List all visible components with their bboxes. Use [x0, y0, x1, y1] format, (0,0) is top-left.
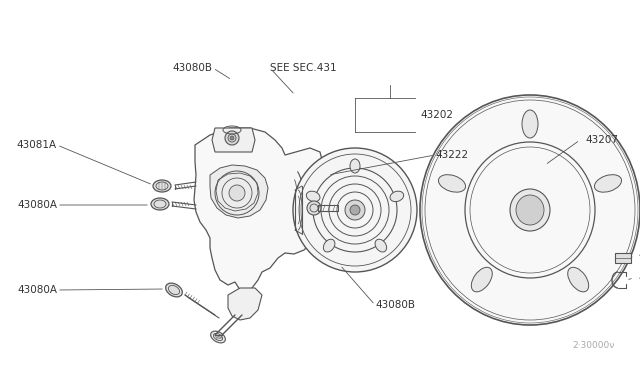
Ellipse shape — [375, 239, 387, 252]
Ellipse shape — [390, 191, 404, 202]
Ellipse shape — [323, 239, 335, 252]
Ellipse shape — [471, 267, 492, 292]
Text: 43202: 43202 — [420, 110, 453, 120]
Ellipse shape — [166, 283, 182, 297]
Circle shape — [350, 205, 360, 215]
Text: 43081A: 43081A — [17, 140, 57, 150]
Text: 43262A: 43262A — [638, 273, 640, 283]
Ellipse shape — [350, 159, 360, 173]
Text: 43080B: 43080B — [375, 300, 415, 310]
Ellipse shape — [438, 175, 465, 192]
Text: SEE SEC.431: SEE SEC.431 — [270, 63, 337, 73]
Ellipse shape — [307, 201, 321, 215]
Circle shape — [225, 131, 239, 145]
Text: 2·30000ν: 2·30000ν — [573, 340, 615, 350]
Circle shape — [230, 136, 234, 140]
Polygon shape — [615, 253, 631, 263]
Polygon shape — [210, 165, 268, 218]
Ellipse shape — [211, 331, 225, 343]
Polygon shape — [228, 288, 262, 320]
Ellipse shape — [595, 175, 621, 192]
Ellipse shape — [420, 95, 640, 325]
Ellipse shape — [307, 191, 320, 202]
Text: 43222: 43222 — [435, 150, 468, 160]
Text: 43207: 43207 — [585, 135, 618, 145]
Ellipse shape — [522, 110, 538, 138]
Ellipse shape — [568, 267, 589, 292]
Polygon shape — [212, 128, 255, 152]
Circle shape — [345, 200, 365, 220]
Circle shape — [229, 185, 245, 201]
Text: 43080B: 43080B — [172, 63, 212, 73]
Polygon shape — [194, 128, 332, 295]
Text: 43084: 43084 — [638, 250, 640, 260]
Ellipse shape — [151, 198, 169, 210]
Text: 43080A: 43080A — [17, 285, 57, 295]
Ellipse shape — [516, 195, 544, 225]
Circle shape — [293, 148, 417, 272]
Ellipse shape — [153, 180, 171, 192]
Ellipse shape — [510, 189, 550, 231]
Text: 43080A: 43080A — [17, 200, 57, 210]
